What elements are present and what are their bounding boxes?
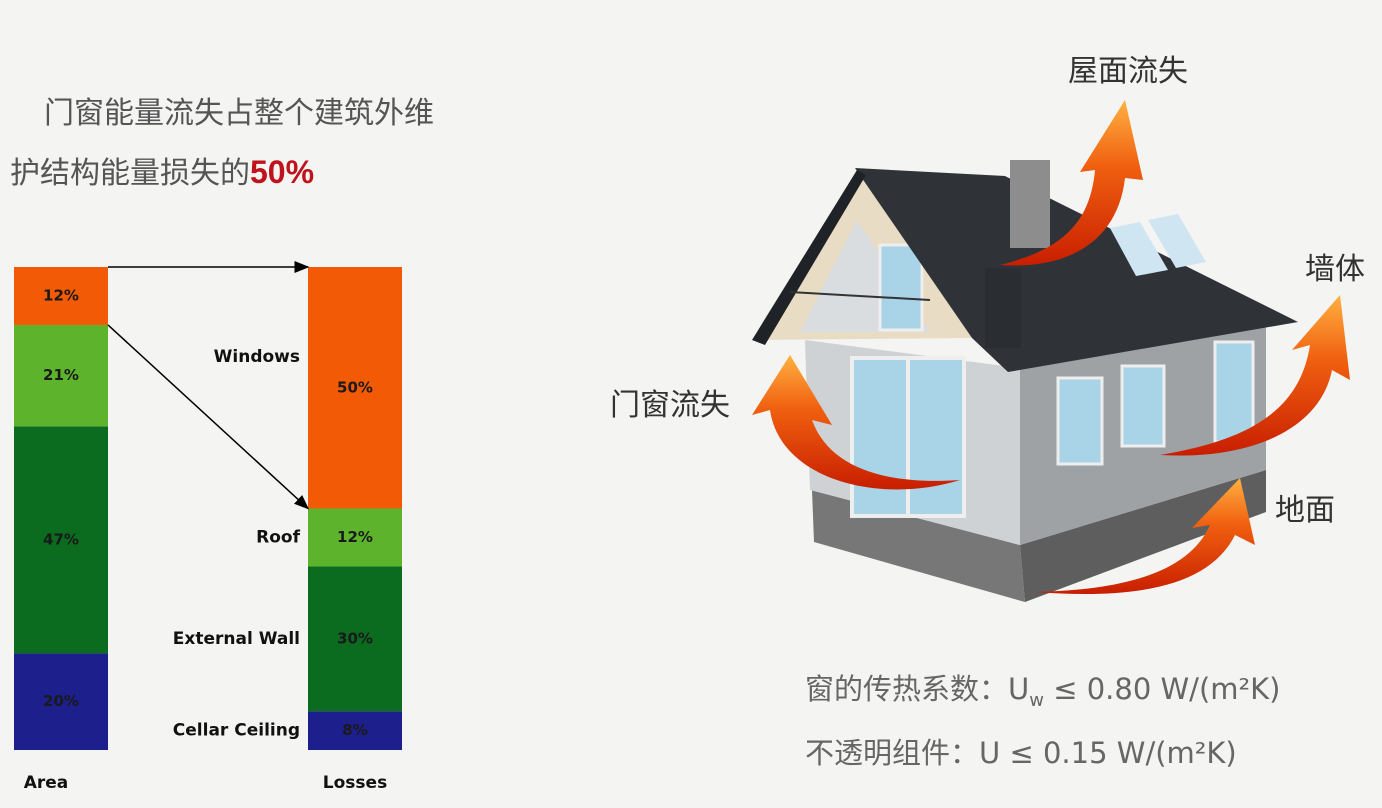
series-label: Windows bbox=[214, 347, 300, 367]
heading-highlight: 50% bbox=[250, 154, 315, 190]
series-label: External Wall bbox=[173, 629, 300, 649]
formula: 窗的传热系数：Uw ≤ 0.80 W/(m²K) bbox=[805, 666, 1280, 711]
bar-segment bbox=[308, 566, 402, 712]
value-label: 21% bbox=[43, 366, 79, 384]
heading-line: 护结构能量损失的50% bbox=[10, 148, 314, 192]
value-label: 30% bbox=[337, 629, 373, 647]
x-tick-label: Losses bbox=[323, 773, 387, 793]
formula-relation: ≤ 0.80 W/(m²K) bbox=[1053, 672, 1281, 706]
value-label: 47% bbox=[43, 530, 79, 548]
formula-symbol: U bbox=[1008, 672, 1030, 706]
formula: 不透明组件：U ≤ 0.15 W/(m²K) bbox=[805, 730, 1237, 772]
house-label: 门窗流失 bbox=[610, 388, 730, 423]
formula-label: 窗的传热系数： bbox=[805, 672, 1009, 706]
formula-relation: ≤ 0.15 W/(m²K) bbox=[1009, 736, 1237, 770]
formula-subscript: w bbox=[1029, 689, 1044, 711]
value-label: 12% bbox=[43, 286, 79, 304]
value-label: 20% bbox=[43, 692, 79, 710]
bar-segment bbox=[308, 267, 402, 509]
formula-label: 不透明组件： bbox=[805, 736, 980, 770]
x-tick-label: Area bbox=[24, 773, 69, 793]
heading-line: 门窗能量流失占整个建筑外维 bbox=[44, 96, 434, 131]
house bbox=[752, 100, 1350, 602]
bar-segment bbox=[308, 508, 402, 567]
bar-segment bbox=[308, 711, 402, 750]
heading-text: 护结构能量损失的 bbox=[10, 156, 250, 191]
bar-segment bbox=[14, 324, 108, 427]
bar-segment bbox=[14, 426, 108, 654]
series-label: Roof bbox=[256, 527, 300, 547]
house-label: 屋面流失 bbox=[1068, 54, 1188, 89]
value-label: 50% bbox=[337, 378, 373, 396]
value-label: 12% bbox=[337, 528, 373, 546]
bar-segment bbox=[14, 267, 108, 325]
arrow bbox=[107, 324, 310, 510]
formula-symbol: U bbox=[979, 736, 1001, 770]
house-label: 墙体 bbox=[1305, 252, 1365, 287]
house-label: 地面 bbox=[1275, 493, 1335, 528]
bar-segment bbox=[14, 653, 108, 750]
series-label: Cellar Ceiling bbox=[173, 721, 300, 741]
value-label: 8% bbox=[342, 721, 367, 739]
